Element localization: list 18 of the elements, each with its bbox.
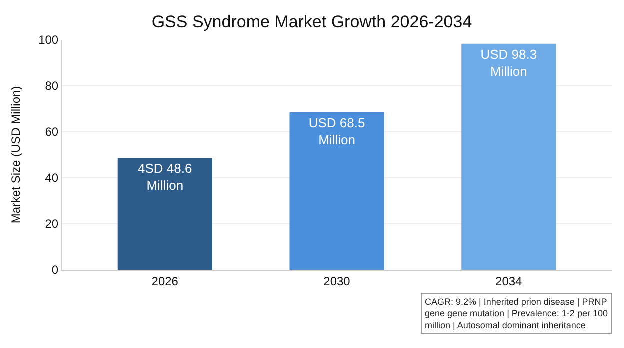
bar: [118, 158, 212, 270]
data-label: USD 98.3 Million: [480, 46, 538, 79]
y-tick-label: 40: [45, 171, 59, 186]
text: CAGR: 9.2% | Inherited prion disease | PRNP gene gene mutation | Prevalence: 1-2 per 100 million | Autosomal dominant inheritance: [425, 297, 608, 330]
y-axis-title: Market Size (USD Million): [8, 86, 23, 224]
data-label: 4SD 48.6 Million: [138, 161, 192, 194]
chart-title: GSS Syndrome Market Growth 2026-2034: [152, 12, 472, 32]
bar: [290, 112, 384, 270]
y-tick-label: 60: [45, 125, 59, 140]
y-tick-label: 0: [52, 263, 59, 278]
x-tick-label: 2034: [496, 274, 523, 288]
bar: [462, 44, 556, 270]
data-label: USD 68.5 Million: [308, 115, 366, 148]
x-tick-label: 2026: [152, 274, 179, 288]
y-tick-label: 100: [38, 33, 59, 48]
y-tick-label: 80: [45, 79, 59, 94]
y-tick-label: 20: [45, 217, 59, 232]
x-tick-label: 2030: [324, 274, 351, 288]
